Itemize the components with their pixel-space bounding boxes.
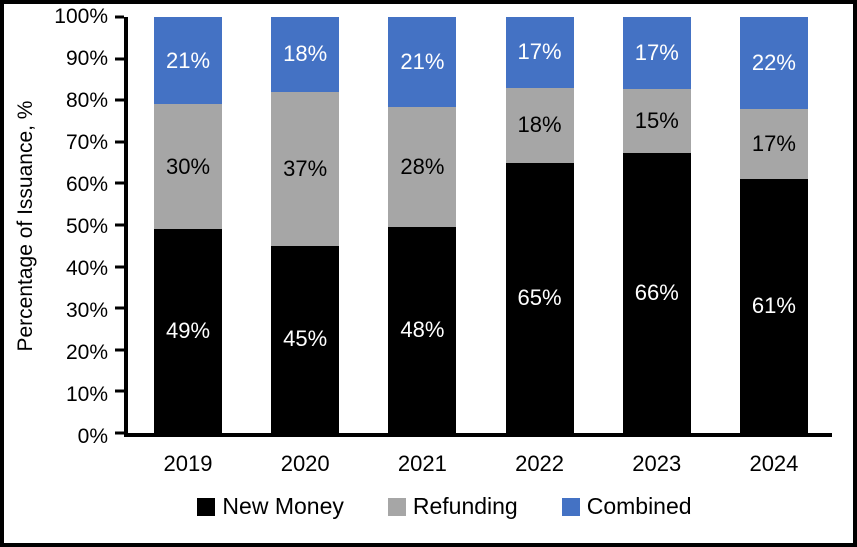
y-axis-tick-mark bbox=[115, 265, 124, 269]
bar-segment-combined: 22% bbox=[739, 17, 808, 109]
legend-item-new-money: New Money bbox=[197, 493, 344, 520]
y-axis-tick-mark bbox=[115, 15, 124, 19]
data-label: 17% bbox=[751, 130, 796, 156]
data-label: 17% bbox=[634, 40, 679, 66]
data-label: 18% bbox=[283, 41, 328, 67]
bar-segment-combined: 17% bbox=[505, 17, 574, 88]
data-label: 21% bbox=[165, 47, 211, 73]
legend-label: New Money bbox=[222, 493, 344, 519]
bar-segment-combined: 18% bbox=[271, 17, 340, 92]
bar-segment-new-money: 66% bbox=[622, 152, 691, 433]
y-axis-tick-labels: 0% 10% 20% 30% 40% 50% 60% 70% 80% 90% 100% bbox=[4, 5, 108, 448]
bar-segment-refunding: 28% bbox=[388, 107, 457, 228]
bar-segment-new-money: 49% bbox=[154, 229, 222, 433]
y-axis-tick-label: 90% bbox=[65, 47, 108, 70]
y-axis-tick-label: 60% bbox=[65, 173, 108, 196]
bar-segment-new-money: 48% bbox=[388, 227, 457, 433]
bars-container: 21% 30% 49% 18% 37% 45% 21% 28% 48% 17% 18% 65% 17% 1… bbox=[128, 17, 832, 433]
bar-group-2020: 18% 37% 45% bbox=[271, 17, 340, 433]
data-label: 65% bbox=[517, 284, 562, 310]
bar-segment-combined: 21% bbox=[388, 17, 457, 108]
legend-swatch-new-money bbox=[197, 497, 216, 516]
legend-swatch-refunding bbox=[387, 497, 406, 516]
bar-segment-combined: 21% bbox=[154, 17, 222, 105]
data-label: 17% bbox=[517, 39, 562, 65]
data-label: 30% bbox=[165, 153, 211, 179]
x-axis-label-2024: 2024 bbox=[749, 451, 799, 476]
legend-swatch-combined bbox=[561, 497, 580, 516]
data-label: 66% bbox=[634, 279, 679, 305]
bar-segment-refunding: 30% bbox=[154, 104, 222, 230]
y-axis-tick-label: 20% bbox=[65, 341, 108, 364]
bar-segment-refunding: 15% bbox=[622, 89, 691, 153]
legend-label: Refunding bbox=[412, 493, 518, 519]
legend-item-combined: Combined bbox=[561, 493, 692, 520]
data-label: 22% bbox=[751, 49, 796, 75]
bar-segment-new-money: 45% bbox=[271, 245, 340, 433]
data-label: 48% bbox=[400, 317, 445, 343]
x-axis-label-2021: 2021 bbox=[397, 451, 447, 476]
bar-segment-new-money: 61% bbox=[739, 179, 808, 433]
x-axis-label-2023: 2023 bbox=[632, 451, 682, 476]
bar-segment-refunding: 37% bbox=[271, 91, 340, 246]
bar-segment-refunding: 17% bbox=[739, 108, 808, 180]
y-axis-tick-mark bbox=[115, 348, 124, 352]
legend: New Money Refunding Combined bbox=[20, 493, 853, 520]
legend-item-refunding: Refunding bbox=[387, 493, 518, 520]
y-axis-tick-mark bbox=[115, 223, 124, 227]
y-axis-tick-label: 80% bbox=[65, 89, 108, 112]
data-label: 49% bbox=[165, 318, 211, 344]
data-label: 18% bbox=[517, 112, 562, 138]
bar-segment-refunding: 18% bbox=[505, 87, 574, 163]
data-label: 61% bbox=[751, 293, 796, 319]
data-label: 15% bbox=[634, 107, 679, 133]
y-axis-tick-mark bbox=[115, 181, 124, 185]
y-axis-tick-mark bbox=[115, 431, 124, 435]
y-axis-tick-mark bbox=[115, 98, 124, 102]
y-axis-tick-mark bbox=[115, 306, 124, 310]
x-axis-label-2019: 2019 bbox=[163, 451, 213, 476]
y-axis-tick-label: 40% bbox=[65, 257, 108, 280]
plot-area: 21% 30% 49% 18% 37% 45% 21% 28% 48% 17% 18% 65% 17% 1… bbox=[115, 15, 832, 437]
y-axis-tick-label: 70% bbox=[65, 131, 108, 154]
y-axis-tick-label: 50% bbox=[65, 215, 108, 238]
bar-group-2024: 22% 17% 61% bbox=[739, 17, 808, 433]
bar-group-2022: 17% 18% 65% bbox=[505, 17, 574, 433]
bar-group-2019: 21% 30% 49% bbox=[154, 17, 222, 433]
bar-group-2021: 21% 28% 48% bbox=[388, 17, 457, 433]
data-label: 28% bbox=[400, 154, 445, 180]
y-axis-tick-mark bbox=[115, 389, 124, 393]
data-label: 21% bbox=[400, 49, 445, 75]
y-axis-tick-mark bbox=[115, 57, 124, 61]
y-axis-tick-label: 0% bbox=[77, 425, 108, 448]
y-axis-tick-label: 30% bbox=[65, 299, 108, 322]
data-label: 37% bbox=[283, 155, 328, 181]
y-axis-tick-mark bbox=[115, 140, 124, 144]
data-label: 45% bbox=[283, 326, 328, 352]
x-axis-labels: 2019 2020 2021 2022 2023 2024 bbox=[128, 451, 832, 477]
y-axis-tick-label: 100% bbox=[54, 5, 108, 28]
bar-group-2023: 17% 15% 66% bbox=[622, 17, 691, 433]
bar-segment-new-money: 65% bbox=[505, 162, 574, 433]
x-axis-label-2022: 2022 bbox=[515, 451, 565, 476]
x-axis-label-2020: 2020 bbox=[280, 451, 330, 476]
legend-label: Combined bbox=[586, 493, 692, 519]
bar-segment-combined: 17% bbox=[622, 17, 691, 90]
y-axis-tick-label: 10% bbox=[65, 383, 108, 406]
